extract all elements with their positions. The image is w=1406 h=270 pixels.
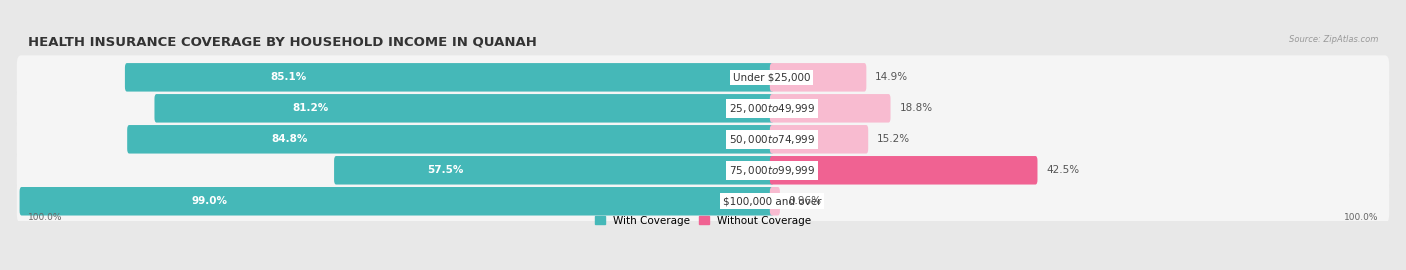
Text: 99.0%: 99.0% — [191, 196, 228, 206]
Text: 14.9%: 14.9% — [876, 72, 908, 82]
Text: 18.8%: 18.8% — [900, 103, 932, 113]
FancyBboxPatch shape — [127, 125, 773, 154]
Text: $75,000 to $99,999: $75,000 to $99,999 — [728, 164, 815, 177]
Text: $100,000 and over: $100,000 and over — [723, 196, 821, 206]
FancyBboxPatch shape — [17, 179, 1389, 223]
FancyBboxPatch shape — [770, 94, 890, 123]
FancyBboxPatch shape — [17, 148, 1389, 192]
Text: Under $25,000: Under $25,000 — [733, 72, 811, 82]
FancyBboxPatch shape — [20, 187, 773, 215]
FancyBboxPatch shape — [770, 156, 1038, 184]
Text: Source: ZipAtlas.com: Source: ZipAtlas.com — [1289, 35, 1378, 45]
Text: 100.0%: 100.0% — [1344, 213, 1378, 222]
FancyBboxPatch shape — [125, 63, 773, 92]
Text: $50,000 to $74,999: $50,000 to $74,999 — [728, 133, 815, 146]
Text: 85.1%: 85.1% — [270, 72, 307, 82]
Text: 0.96%: 0.96% — [789, 196, 823, 206]
FancyBboxPatch shape — [17, 117, 1389, 161]
FancyBboxPatch shape — [770, 125, 869, 154]
FancyBboxPatch shape — [770, 63, 866, 92]
Legend: With Coverage, Without Coverage: With Coverage, Without Coverage — [595, 216, 811, 226]
FancyBboxPatch shape — [155, 94, 773, 123]
Text: 15.2%: 15.2% — [877, 134, 910, 144]
FancyBboxPatch shape — [770, 187, 780, 215]
FancyBboxPatch shape — [17, 55, 1389, 99]
Text: HEALTH INSURANCE COVERAGE BY HOUSEHOLD INCOME IN QUANAH: HEALTH INSURANCE COVERAGE BY HOUSEHOLD I… — [28, 35, 537, 49]
Text: 84.8%: 84.8% — [271, 134, 308, 144]
Text: 42.5%: 42.5% — [1046, 165, 1080, 175]
Text: $25,000 to $49,999: $25,000 to $49,999 — [728, 102, 815, 115]
FancyBboxPatch shape — [335, 156, 773, 184]
Text: 81.2%: 81.2% — [292, 103, 329, 113]
Text: 57.5%: 57.5% — [427, 165, 463, 175]
FancyBboxPatch shape — [17, 86, 1389, 130]
Text: 100.0%: 100.0% — [28, 213, 62, 222]
